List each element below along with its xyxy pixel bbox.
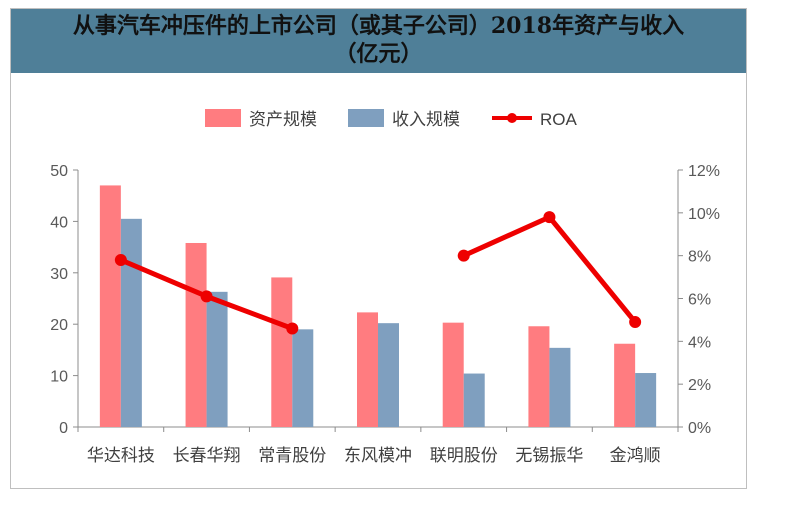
roa-point — [457, 249, 470, 262]
x-tick-label: 无锡振华 — [515, 446, 583, 465]
roa-point — [629, 316, 642, 329]
legend-label: ROA — [540, 110, 578, 129]
y-right-tick-label: 6% — [688, 292, 711, 309]
x-tick-label: 常青股份 — [258, 446, 326, 465]
bar-revenue — [635, 373, 657, 427]
bar-assets — [442, 322, 464, 427]
roa-point — [114, 253, 127, 266]
y-right-tick-label: 10% — [688, 206, 720, 223]
y-left-tick-label: 30 — [50, 266, 68, 283]
bar-revenue — [378, 323, 399, 427]
x-tick-label: 华达科技 — [87, 446, 155, 465]
legend-label: 资产规模 — [249, 110, 317, 129]
bar-revenue — [549, 347, 571, 427]
roa-line — [462, 214, 638, 324]
x-tick-label: 金鸿顺 — [610, 446, 661, 465]
y-left-tick-label: 20 — [50, 317, 68, 334]
bar-revenue — [463, 373, 485, 427]
x-tick-label: 联明股份 — [430, 446, 498, 465]
chart-title: 从事汽车冲压件的上市公司（或其子公司）2018年资产与收入（亿元） — [11, 9, 746, 73]
y-left-tick-label: 10 — [50, 369, 68, 386]
bar-revenue — [206, 291, 228, 427]
y-right-tick-label: 2% — [688, 377, 711, 394]
bar-assets — [185, 242, 207, 427]
bar-assets — [99, 185, 121, 427]
roa-point — [543, 211, 556, 224]
y-right-tick-label: 8% — [688, 249, 711, 266]
legend-swatch — [348, 109, 384, 127]
y-right-tick-label: 4% — [688, 334, 711, 351]
roa-point — [200, 290, 213, 303]
y-left-tick-label: 0 — [59, 420, 68, 437]
x-tick-label: 长春华翔 — [173, 446, 241, 465]
bar-revenue — [120, 218, 142, 427]
legend-label: 收入规模 — [392, 110, 460, 129]
bar-revenue — [292, 329, 314, 427]
bar-assets — [528, 326, 550, 427]
roa-point — [286, 322, 299, 335]
y-right-tick-label: 0% — [688, 420, 711, 437]
y-left-tick-label: 50 — [50, 163, 68, 180]
bar-assets — [614, 343, 636, 427]
bar-assets — [357, 312, 378, 427]
x-tick-label: 东风模冲 — [344, 446, 412, 465]
y-right-tick-label: 12% — [688, 163, 720, 180]
legend-swatch-marker — [507, 113, 517, 123]
y-left-tick-label: 40 — [50, 214, 68, 231]
legend-swatch — [205, 109, 241, 127]
bar-assets — [271, 277, 293, 427]
